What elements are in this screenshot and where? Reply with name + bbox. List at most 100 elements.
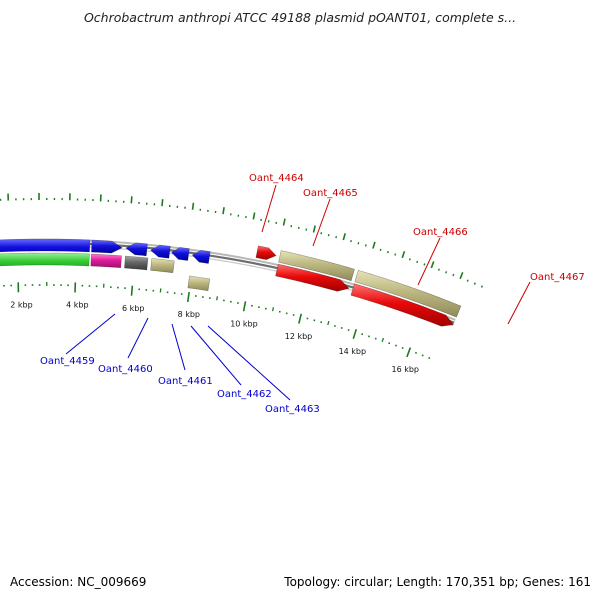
gene-label: Oant_4467 xyxy=(530,272,585,283)
gene-label: Oant_4462 xyxy=(217,389,272,400)
scale-dot xyxy=(67,284,69,287)
scale-dot xyxy=(194,295,197,297)
major-tick xyxy=(130,285,134,296)
scale-dot xyxy=(124,287,126,289)
gene-label-leader xyxy=(261,184,277,233)
gene-label-leader xyxy=(507,281,531,325)
scale-label: 6 kbp xyxy=(122,304,144,313)
major-tick xyxy=(242,301,247,312)
scale-dot xyxy=(209,297,211,299)
major-tick xyxy=(372,241,376,249)
gene-feature xyxy=(91,239,123,254)
scale-dot xyxy=(24,284,27,286)
gene-feature xyxy=(150,244,171,259)
scale-label: 2 kbp xyxy=(10,300,32,309)
major-tick xyxy=(222,207,225,215)
major-tick xyxy=(352,328,358,340)
minor-tick xyxy=(480,285,483,288)
scale-dot xyxy=(428,357,431,359)
major-tick xyxy=(130,196,133,204)
gene-feature xyxy=(124,255,149,271)
major-tick xyxy=(312,225,316,233)
gene-label-leader xyxy=(417,237,441,286)
minor-tick xyxy=(381,337,385,343)
gene-feature xyxy=(191,249,211,264)
gene-label: Oant_4463 xyxy=(265,404,320,415)
minor-tick xyxy=(452,273,455,277)
minor-tick xyxy=(335,235,338,239)
scale-dot xyxy=(10,284,12,287)
scale-dot xyxy=(265,307,267,310)
gene-feature xyxy=(150,258,175,274)
scale-dot xyxy=(251,304,253,307)
gene-feature xyxy=(187,275,211,292)
accession-text: Accession: NC_009669 xyxy=(10,575,147,589)
major-tick xyxy=(430,261,435,269)
scale-dot xyxy=(145,289,148,291)
major-tick xyxy=(186,291,190,303)
major-tick xyxy=(161,199,164,207)
scale-dot xyxy=(415,352,417,354)
map-title: Ochrobactrum anthropi ATCC 49188 plasmid… xyxy=(83,10,517,25)
scale-dot xyxy=(320,321,322,323)
minor-tick xyxy=(357,242,360,245)
scale-label: 16 kbp xyxy=(392,365,420,374)
major-tick xyxy=(191,202,195,210)
gene-feature xyxy=(275,263,350,292)
scale-dot xyxy=(340,327,343,329)
minor-tick xyxy=(216,296,219,301)
scale-dot xyxy=(53,284,55,286)
gene-feature xyxy=(125,242,148,257)
scale-dot xyxy=(278,310,281,313)
scale-dot xyxy=(347,329,350,331)
minor-tick xyxy=(327,320,330,326)
gene-label-leader xyxy=(207,325,291,401)
scale-dot xyxy=(110,286,112,288)
gene-feature xyxy=(278,250,355,282)
minor-tick xyxy=(423,263,426,266)
minor-tick xyxy=(327,234,330,237)
scale-dot xyxy=(166,291,169,294)
scale-dot xyxy=(138,288,141,291)
gene-label: Oant_4460 xyxy=(98,364,153,375)
scale-dot xyxy=(223,299,225,302)
major-tick xyxy=(342,233,346,241)
scale-dot xyxy=(38,284,41,286)
scale-label: 8 kbp xyxy=(178,310,200,319)
scale-dot xyxy=(306,317,309,320)
major-tick xyxy=(459,272,464,280)
minor-tick xyxy=(386,250,389,254)
scale-dot xyxy=(81,284,84,287)
scale-dot xyxy=(388,342,391,344)
scale-dot xyxy=(180,293,183,295)
gene-label: Oant_4465 xyxy=(303,188,358,199)
gene-label-leaders xyxy=(65,184,531,401)
gene-feature xyxy=(354,269,462,318)
minor-tick xyxy=(271,307,275,312)
scale-dot xyxy=(31,284,34,286)
minor-tick xyxy=(408,258,411,261)
summary-text: Topology: circular; Length: 170,351 bp; … xyxy=(284,575,591,589)
scale-dot xyxy=(401,347,404,349)
gene-feature xyxy=(350,283,455,327)
major-tick xyxy=(252,212,256,220)
gene-label-leader xyxy=(190,325,242,386)
scale-label: 14 kbp xyxy=(339,347,367,356)
gene-label-leader xyxy=(312,198,331,247)
scale-dot xyxy=(152,289,155,292)
scale-dot xyxy=(368,335,370,338)
scale-dot xyxy=(361,333,363,336)
scale-dot xyxy=(202,296,204,298)
gene-label-leader xyxy=(65,313,116,355)
scale-label: 10 kbp xyxy=(230,320,258,329)
minor-tick xyxy=(437,268,440,271)
scale-dot xyxy=(60,284,62,286)
scale-dot xyxy=(88,285,91,287)
scale-dot xyxy=(313,319,316,322)
minor-tick xyxy=(364,244,367,247)
scale-dot xyxy=(3,284,5,287)
scale-dot xyxy=(292,314,295,316)
inner-tick-ring: 2 kbp 4 kbp 6 kbp 8 kbp 10 kbp 12 kbp 14 kbp 16… xyxy=(3,281,431,374)
